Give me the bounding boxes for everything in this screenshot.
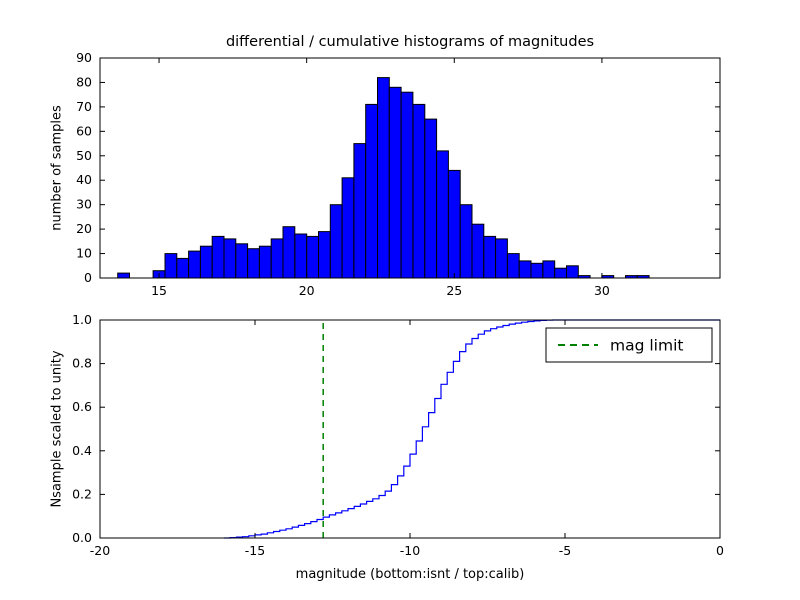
histogram-bar [424,118,438,279]
histogram-bar [117,272,130,279]
figure-title: differential / cumulative histograms of … [225,34,595,50]
y-tick-label: 90 [76,50,92,65]
bottom-y-axis-label: Nsample scaled to unity [49,350,65,508]
histogram-bar [223,238,237,279]
y-tick-label: 40 [76,172,92,187]
y-tick-label: 60 [76,123,92,138]
cumulative-curve [224,319,720,539]
histogram-bar [318,231,331,279]
histogram-bar [566,265,579,279]
y-tick-label: 0 [84,270,92,285]
histogram-bar [530,262,544,279]
histogram-bar [400,91,414,279]
histogram-bar [388,86,402,279]
axes-frame [99,57,721,279]
histogram-bar [412,103,426,279]
histogram-bar [554,267,568,279]
histogram-bar [247,248,260,279]
histogram-bar [542,260,556,279]
y-tick-label: 0.6 [72,399,92,414]
y-tick-label: 0.8 [72,356,92,371]
x-tick-label: -5 [559,543,571,558]
top-y-axis-label: number of samples [49,105,65,231]
histogram-bar [459,204,473,279]
y-tick-label: 1.0 [72,312,92,327]
histogram-bar [235,243,249,279]
legend-label: mag limit [610,337,683,355]
histogram-bar [258,245,272,279]
x-tick-label: 25 [446,283,462,298]
histogram-bar [447,169,461,279]
y-tick-label: 30 [76,197,92,212]
histogram-bar [294,233,308,279]
x-tick-label: -15 [245,543,265,558]
histogram-bar [506,253,520,279]
histogram-bar [518,260,532,279]
y-tick-label: 80 [76,74,92,89]
histogram-bar [365,103,379,279]
histogram-bar [341,177,355,279]
x-tick-label: 20 [299,283,315,298]
histogram-bar [164,253,178,279]
histogram-bar [436,150,449,279]
y-tick-label: 20 [76,221,92,236]
y-tick-label: 0.4 [72,443,92,458]
x-tick-label: 15 [151,283,167,298]
histogram-bar [495,238,508,279]
y-tick-label: 10 [76,246,92,261]
histogram-bar [329,204,343,279]
y-tick-label: 0.0 [72,530,92,545]
y-tick-label: 70 [76,99,92,114]
histogram-bar [282,226,296,279]
x-tick-label: 0 [716,543,724,558]
histogram-bar [471,223,485,279]
histogram-bar [306,235,320,279]
histogram-bar [199,245,213,279]
histogram-bar [211,235,225,279]
differential-histogram-plot: 15 20 25 30 0 10 20 30 40 50 60 70 80 90 [76,50,721,298]
y-tick-label: 50 [76,148,92,163]
bottom-x-axis-label: magnitude (bottom:isnt / top:calib) [295,567,525,582]
x-tick-label: -20 [90,543,110,558]
x-tick-label: -10 [400,543,420,558]
cumulative-histogram-plot: -20 -15 -10 -5 0 0.0 0.2 0.4 0.6 0.8 1.0 mag limit [72,312,724,558]
histogram-bar [270,238,284,279]
histogram-bar [353,143,367,279]
histogram-bar [176,257,190,279]
histogram-bar [377,77,390,279]
histogram-bar [483,235,497,279]
histogram-bar [188,250,201,279]
x-tick-label: 30 [594,283,610,298]
y-tick-label: 0.2 [72,486,92,501]
